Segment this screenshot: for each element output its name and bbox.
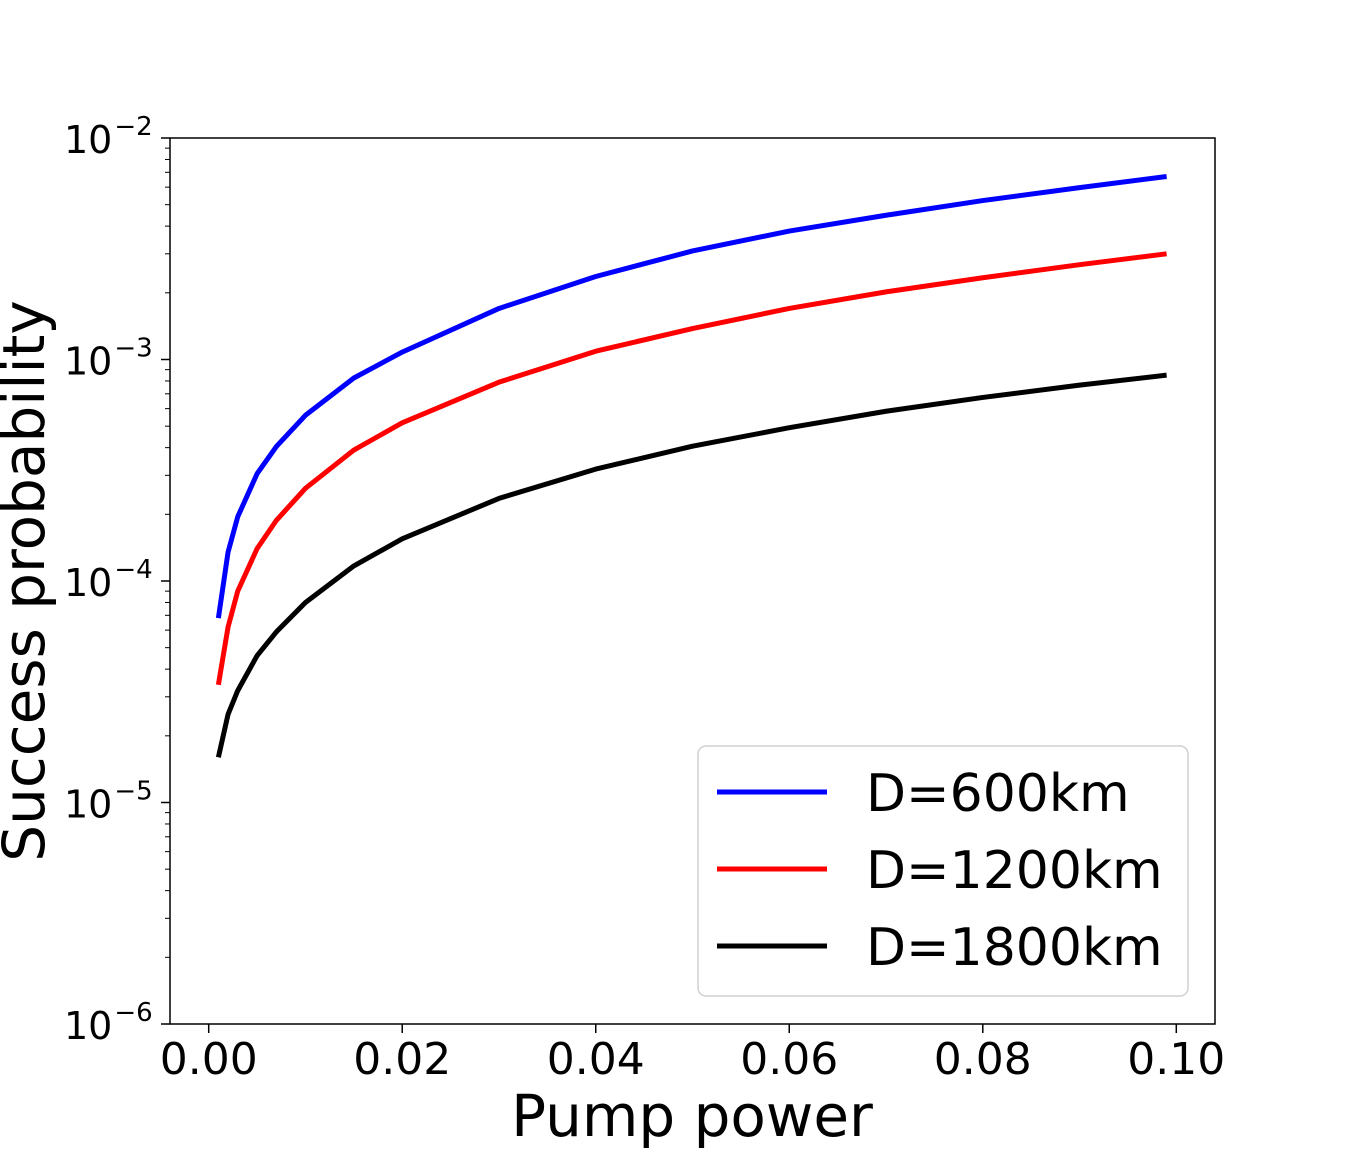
x-tick-label: 0.10 [1127,1034,1225,1085]
x-tick-label: 0.00 [160,1034,258,1085]
x-axis-label: Pump power [511,1082,873,1150]
legend-label-3: D=1800km [866,918,1163,978]
series-line-1 [215,174,1167,619]
series-layer [215,174,1167,758]
y-tick-base: 10 [64,561,112,605]
y-tick-base: 10 [64,118,112,162]
y-tick-exponent: −2 [114,112,152,142]
y-axis: 10−210−310−410−510−6 [64,112,170,1048]
y-tick-base: 10 [64,1004,112,1048]
x-tick-label: 0.08 [934,1034,1032,1085]
x-tick-label: 0.06 [740,1034,838,1085]
series-line-3 [215,372,1167,758]
y-tick-label: 10−4 [64,555,153,605]
y-tick-label: 10−5 [64,777,153,827]
y-tick-label: 10−2 [64,112,153,162]
legend: D=600km D=1200km D=1800km [697,745,1189,997]
y-tick-base: 10 [64,783,112,827]
legend-frame [697,745,1189,997]
y-tick-base: 10 [64,340,112,384]
x-axis: 0.00 0.02 0.04 0.06 0.08 0.10 [160,1024,1225,1085]
x-tick-label: 0.02 [353,1034,451,1085]
y-axis-label: Success probability [0,300,58,861]
y-tick-exponent: −4 [114,555,152,585]
series-line-2 [215,251,1167,686]
legend-label-1: D=600km [866,764,1130,824]
y-tick-label: 10−6 [64,998,153,1048]
legend-label-2: D=1200km [866,841,1163,901]
y-tick-exponent: −3 [114,334,152,364]
y-tick-exponent: −5 [114,777,152,807]
y-tick-label: 10−3 [64,334,153,384]
y-minor-ticks [165,147,170,958]
x-tick-label: 0.04 [547,1034,645,1085]
y-tick-exponent: −6 [114,998,152,1028]
